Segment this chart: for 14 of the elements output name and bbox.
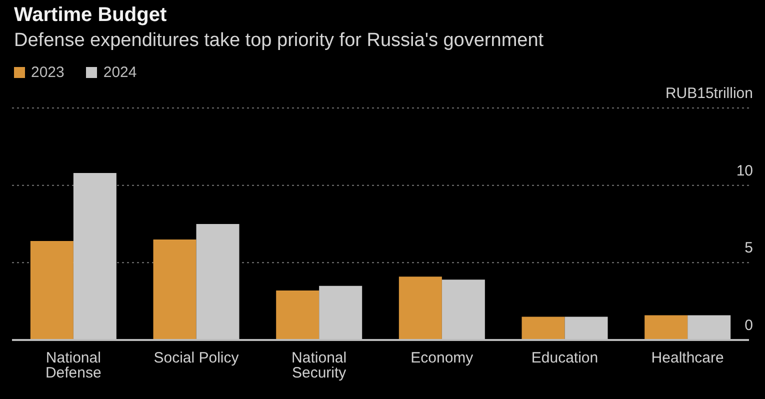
x-tick-label: Social Policy — [154, 350, 240, 367]
y-tick-label: 0 — [744, 317, 753, 334]
x-tick-label: National Security — [292, 350, 347, 382]
x-tick-label: Economy — [410, 350, 474, 367]
x-tick-label: Education — [531, 350, 598, 367]
y-tick-label: 5 — [744, 240, 753, 257]
chart-subtitle: Defense expenditures take top priority for Russia's government — [13, 29, 545, 53]
y-tick-label: RUB15trillion — [665, 85, 753, 102]
y-tick-label: 10 — [736, 162, 753, 180]
x-tick-label: Healthcare — [651, 350, 724, 367]
chart-title: Wartime Budget — [13, 3, 168, 28]
legend-label: 2023 — [31, 64, 64, 80]
legend-label: 2024 — [103, 64, 137, 80]
x-tick-label: National Defense — [45, 350, 102, 382]
